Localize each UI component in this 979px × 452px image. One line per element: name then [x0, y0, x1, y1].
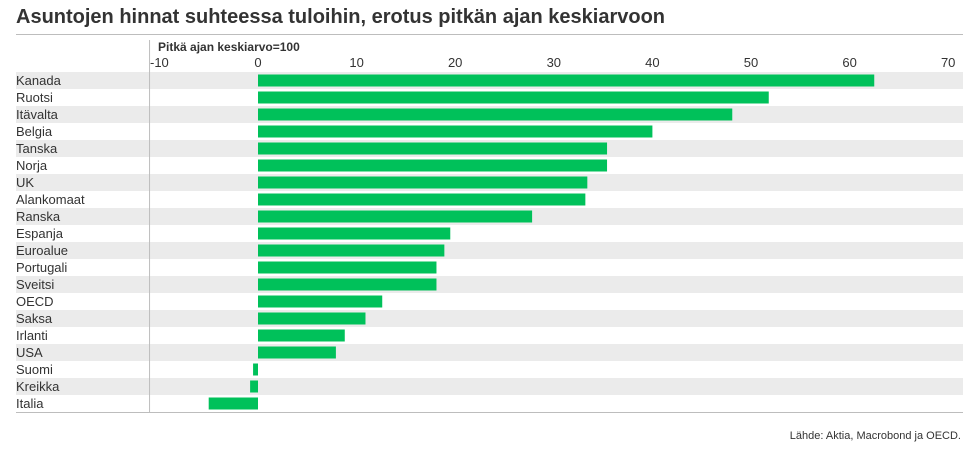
category-label: Belgia: [16, 124, 53, 139]
bar-suomi: [253, 363, 258, 376]
category-label: Suomi: [16, 362, 53, 377]
bar-uk: [258, 176, 588, 189]
bar-norja: [258, 159, 608, 172]
category-label: Kreikka: [16, 379, 60, 394]
x-tick-label: 30: [547, 55, 561, 70]
category-label: Tanska: [16, 141, 58, 156]
x-tick-label: 70: [941, 55, 955, 70]
bars: [208, 74, 875, 410]
row-band: [16, 276, 963, 293]
x-tick-label: 20: [448, 55, 462, 70]
bar-tanska: [258, 142, 608, 155]
category-labels: Kanada Ruotsi Itävalta Belgia Tanska Norja UK A…: [16, 73, 85, 411]
category-label: Alankomaat: [16, 192, 85, 207]
chart-subtitle: Pitkä ajan keskiarvo=100: [158, 40, 300, 54]
bar-ruotsi: [258, 91, 769, 104]
category-label: Portugali: [16, 260, 67, 275]
bar-espanja: [258, 227, 451, 240]
x-tick-label: 60: [842, 55, 856, 70]
category-label: Sveitsi: [16, 277, 54, 292]
category-label: Ranska: [16, 209, 61, 224]
bar-usa: [258, 346, 336, 359]
source-note: Lähde: Aktia, Macrobond ja OECD.: [789, 430, 961, 442]
x-tick-label: -10: [150, 55, 169, 70]
bar-saksa: [258, 312, 366, 325]
x-tick-label: 50: [744, 55, 758, 70]
x-tick-label: 0: [254, 55, 261, 70]
category-label: UK: [16, 175, 34, 190]
category-label: Espanja: [16, 226, 64, 241]
bar-ranska: [258, 210, 533, 223]
category-label: Irlanti: [16, 328, 48, 343]
title-divider: [16, 34, 963, 35]
bar-belgia: [258, 125, 653, 138]
category-label: Italia: [16, 396, 44, 411]
category-label: Euroalue: [16, 243, 68, 258]
category-label: Kanada: [16, 73, 62, 88]
category-label: Ruotsi: [16, 90, 53, 105]
category-label: Norja: [16, 158, 48, 173]
bar-euroalue: [258, 244, 445, 257]
bar-alankomaat: [258, 193, 586, 206]
category-label: Itävalta: [16, 107, 59, 122]
row-band: [16, 378, 963, 395]
category-label: OECD: [16, 294, 54, 309]
chart-title: Asuntojen hinnat suhteessa tuloihin, ero…: [16, 6, 666, 28]
bar-kanada: [258, 74, 875, 87]
x-tick-labels: -10 0 10 20 30 40 50 60 70: [150, 55, 955, 70]
bar-portugali: [258, 261, 437, 274]
bar-oecd: [258, 295, 383, 308]
row-band: [16, 344, 963, 361]
bar-itävalta: [258, 108, 733, 121]
row-band: [16, 242, 963, 259]
bar-sveitsi: [258, 278, 437, 291]
x-tick-label: 40: [645, 55, 659, 70]
bar-irlanti: [258, 329, 345, 342]
category-label: USA: [16, 345, 43, 360]
row-band: [16, 310, 963, 327]
bar-italia: [208, 397, 258, 410]
bar-kreikka: [250, 380, 258, 393]
x-tick-label: 10: [349, 55, 363, 70]
category-label: Saksa: [16, 311, 53, 326]
